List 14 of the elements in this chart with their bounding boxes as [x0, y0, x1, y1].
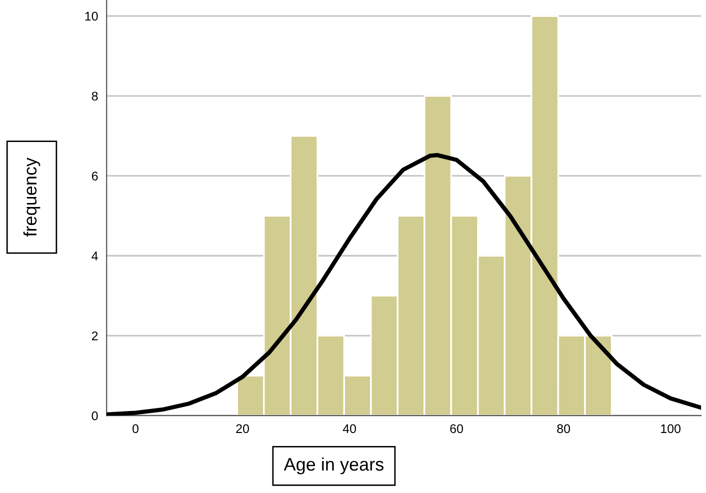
x-tick-label: 0	[132, 424, 138, 434]
y-tick-label: 8	[92, 92, 98, 101]
x-tick-label: 80	[557, 424, 570, 434]
y-tick-label: 6	[92, 172, 98, 180]
x-tick-label: 60	[450, 424, 463, 434]
x-tick-label: 100	[661, 424, 680, 434]
y-axis-title: frequency	[23, 158, 40, 237]
y-tick-label: 4	[92, 252, 98, 260]
x-tick-label: 20	[236, 424, 249, 434]
y-tick-label: 2	[92, 331, 98, 340]
y-tick-label: 0	[92, 411, 98, 420]
x-axis-title: Age in years	[284, 457, 384, 474]
y-tick-label: 10	[85, 12, 98, 21]
x-tick-label: 40	[342, 424, 356, 434]
